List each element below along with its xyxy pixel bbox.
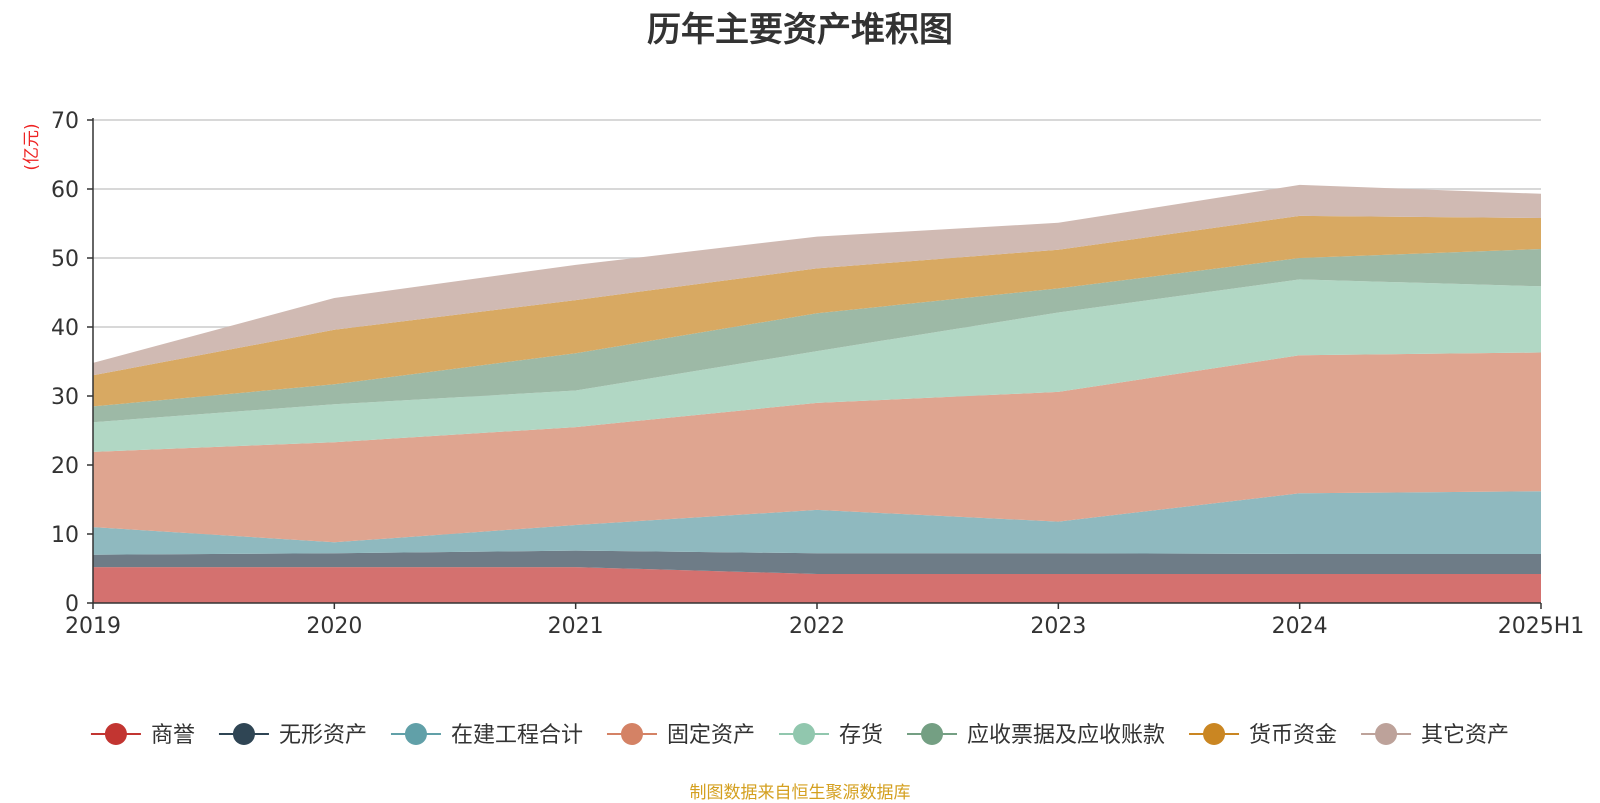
legend-label: 无形资产 (279, 723, 367, 748)
area-series-在建工程合计 (93, 491, 1541, 555)
legend[interactable]: 商誉 无形资产 在建工程合计 固定资产 存货 应收票据及应收账款 货币资金 其它资产 (90, 723, 1509, 748)
area-series-其它资产 (93, 184, 1541, 376)
legend-item-无形资产[interactable]: 无形资产 (218, 723, 367, 748)
x-tick-label: 2023 (1030, 614, 1086, 639)
area-series-商誉 (93, 567, 1541, 603)
x-tick-label: 2022 (789, 614, 845, 639)
x-tick-label: 2019 (65, 614, 121, 639)
x-tick-label: 2021 (548, 614, 604, 639)
y-tick-label: 10 (51, 523, 79, 548)
area-layer (93, 184, 1541, 603)
area-series-货币资金 (93, 215, 1541, 407)
legend-item-应收票据及应收账款[interactable]: 应收票据及应收账款 (907, 723, 1165, 748)
chart-title: 历年主要资产堆积图 (647, 10, 953, 50)
legend-item-固定资产[interactable]: 固定资产 (606, 723, 755, 748)
y-tick-label: 50 (51, 247, 79, 272)
legend-circle-icon (404, 723, 427, 745)
y-tick-label: 40 (51, 316, 79, 341)
y-tick-label: 20 (51, 454, 79, 479)
legend-circle-icon (1375, 723, 1398, 745)
legend-label: 应收票据及应收账款 (967, 723, 1165, 748)
area-series-存货 (93, 279, 1541, 452)
area-series-无形资产 (93, 550, 1541, 574)
legend-label: 商誉 (151, 723, 195, 748)
legend-label: 固定资产 (667, 723, 755, 748)
y-tick-label: 70 (51, 109, 79, 134)
legend-label: 货币资金 (1249, 723, 1337, 748)
x-tick-label: 2025H1 (1498, 614, 1585, 639)
area-series-固定资产 (93, 352, 1541, 543)
legend-circle-icon (620, 723, 643, 745)
legend-label: 在建工程合计 (451, 723, 583, 748)
source-note: 制图数据来自恒生聚源数据库 (689, 783, 911, 803)
legend-item-货币资金[interactable]: 货币资金 (1189, 723, 1337, 748)
x-tick-label: 2024 (1272, 614, 1328, 639)
legend-label: 其它资产 (1421, 723, 1509, 748)
y-tick-label: 30 (51, 385, 79, 410)
legend-circle-icon (104, 723, 127, 745)
legend-item-存货[interactable]: 存货 (779, 723, 883, 748)
y-tick-label: 60 (51, 178, 79, 203)
x-tick-label: 2020 (306, 614, 362, 639)
legend-circle-icon (1203, 723, 1226, 745)
legend-circle-icon (232, 723, 255, 745)
y-tick-label: 0 (65, 592, 79, 617)
legend-label: 存货 (839, 723, 883, 748)
legend-circle-icon (921, 723, 944, 745)
legend-circle-icon (793, 723, 815, 745)
legend-item-在建工程合计[interactable]: 在建工程合计 (390, 723, 583, 748)
y-axis-unit-label: (亿元) (22, 123, 42, 170)
legend-item-商誉[interactable]: 商誉 (90, 723, 195, 748)
legend-item-其它资产[interactable]: 其它资产 (1361, 723, 1509, 748)
area-series-应收票据及应收账款 (93, 249, 1541, 423)
axes: 0 10 20 30 40 50 60 70 2019 2020 2021 2022 2023 2024 2… (51, 109, 1584, 639)
